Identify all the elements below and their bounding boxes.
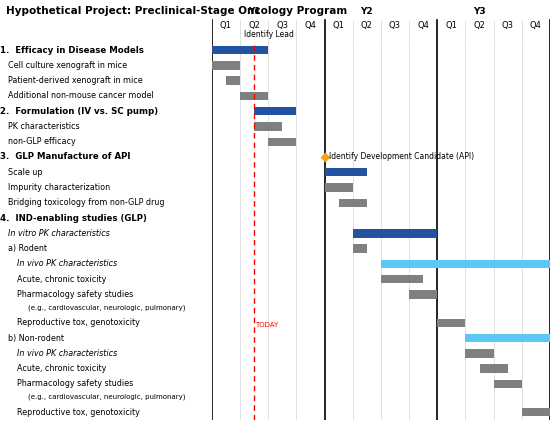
Text: Y1: Y1	[248, 7, 260, 16]
Text: Q1: Q1	[333, 21, 344, 30]
Text: Q3: Q3	[502, 21, 514, 30]
Text: Q2: Q2	[361, 21, 373, 30]
Text: (e.g., cardiovascular, neurologic, pulmonary): (e.g., cardiovascular, neurologic, pulmo…	[28, 304, 185, 311]
Bar	[381, 275, 423, 283]
Text: TODAY: TODAY	[255, 322, 279, 328]
Text: non-GLP efficacy: non-GLP efficacy	[8, 137, 76, 146]
Text: Acute, chronic toxicity: Acute, chronic toxicity	[17, 275, 106, 284]
Text: 4.  IND-enabling studies (GLP): 4. IND-enabling studies (GLP)	[0, 214, 147, 223]
Text: Q2: Q2	[248, 21, 260, 30]
Text: Q4: Q4	[305, 21, 316, 30]
Text: b) Non-rodent: b) Non-rodent	[8, 334, 64, 343]
Text: (e.g., cardiovascular, neurologic, pulmonary): (e.g., cardiovascular, neurologic, pulmo…	[28, 393, 185, 400]
Text: a) Rodent: a) Rodent	[8, 244, 47, 253]
Bar	[324, 183, 353, 192]
Text: In vivo PK characteristics: In vivo PK characteristics	[17, 349, 117, 358]
Bar	[465, 349, 494, 357]
Text: 1.  Efficacy in Disease Models: 1. Efficacy in Disease Models	[0, 45, 144, 55]
Text: In vivo PK characteristics: In vivo PK characteristics	[17, 259, 117, 268]
Text: 2.  Formulation (IV vs. SC pump): 2. Formulation (IV vs. SC pump)	[0, 107, 158, 116]
Text: Q4: Q4	[417, 21, 429, 30]
Bar	[381, 260, 550, 268]
Text: Reproductive tox, genotoxicity: Reproductive tox, genotoxicity	[17, 318, 140, 327]
Bar	[480, 364, 508, 373]
Bar	[254, 122, 282, 131]
Bar	[212, 61, 240, 70]
Bar	[522, 408, 550, 416]
Text: Q2: Q2	[474, 21, 486, 30]
Text: Identify Development Candidate (API): Identify Development Candidate (API)	[329, 153, 474, 162]
Text: Scale up: Scale up	[8, 168, 43, 177]
Bar	[353, 229, 437, 237]
Text: 3.  GLP Manufacture of API: 3. GLP Manufacture of API	[0, 153, 130, 162]
Text: Pharmacology safety studies: Pharmacology safety studies	[17, 379, 133, 388]
Text: Patient-derived xenograft in mice: Patient-derived xenograft in mice	[8, 76, 143, 85]
Bar	[339, 198, 367, 207]
Text: Cell culture xenograft in mice: Cell culture xenograft in mice	[8, 61, 128, 70]
Text: PK characteristics: PK characteristics	[8, 122, 80, 131]
Bar	[324, 168, 367, 176]
Text: Identify Lead: Identify Lead	[244, 30, 294, 39]
Text: In vitro PK characteristics: In vitro PK characteristics	[8, 229, 110, 238]
Text: Acute, chronic toxicity: Acute, chronic toxicity	[17, 364, 106, 373]
Bar	[494, 379, 522, 388]
Text: Additional non-mouse cancer model: Additional non-mouse cancer model	[8, 92, 154, 100]
Text: Reproductive tox, genotoxicity: Reproductive tox, genotoxicity	[17, 407, 140, 417]
Text: Q4: Q4	[530, 21, 542, 30]
Bar	[465, 334, 550, 342]
Bar	[353, 245, 367, 253]
Text: Q3: Q3	[389, 21, 401, 30]
Bar	[212, 46, 268, 54]
Text: Y3: Y3	[473, 7, 486, 16]
Text: Impurity characterization: Impurity characterization	[8, 183, 111, 192]
Text: Hypothetical Project: Preclinical-Stage Oncology Program: Hypothetical Project: Preclinical-Stage …	[6, 6, 346, 17]
Bar	[437, 318, 465, 327]
Text: Q1: Q1	[446, 21, 457, 30]
Bar	[254, 107, 296, 115]
Text: Q3: Q3	[276, 21, 288, 30]
Bar	[409, 290, 437, 298]
Text: Pharmacology safety studies: Pharmacology safety studies	[17, 290, 133, 299]
Bar	[268, 137, 296, 146]
Text: Bridging toxicology from non-GLP drug: Bridging toxicology from non-GLP drug	[8, 198, 165, 207]
Bar	[226, 76, 240, 85]
Text: Q1: Q1	[220, 21, 232, 30]
Bar	[240, 92, 268, 100]
Text: Y2: Y2	[360, 7, 373, 16]
